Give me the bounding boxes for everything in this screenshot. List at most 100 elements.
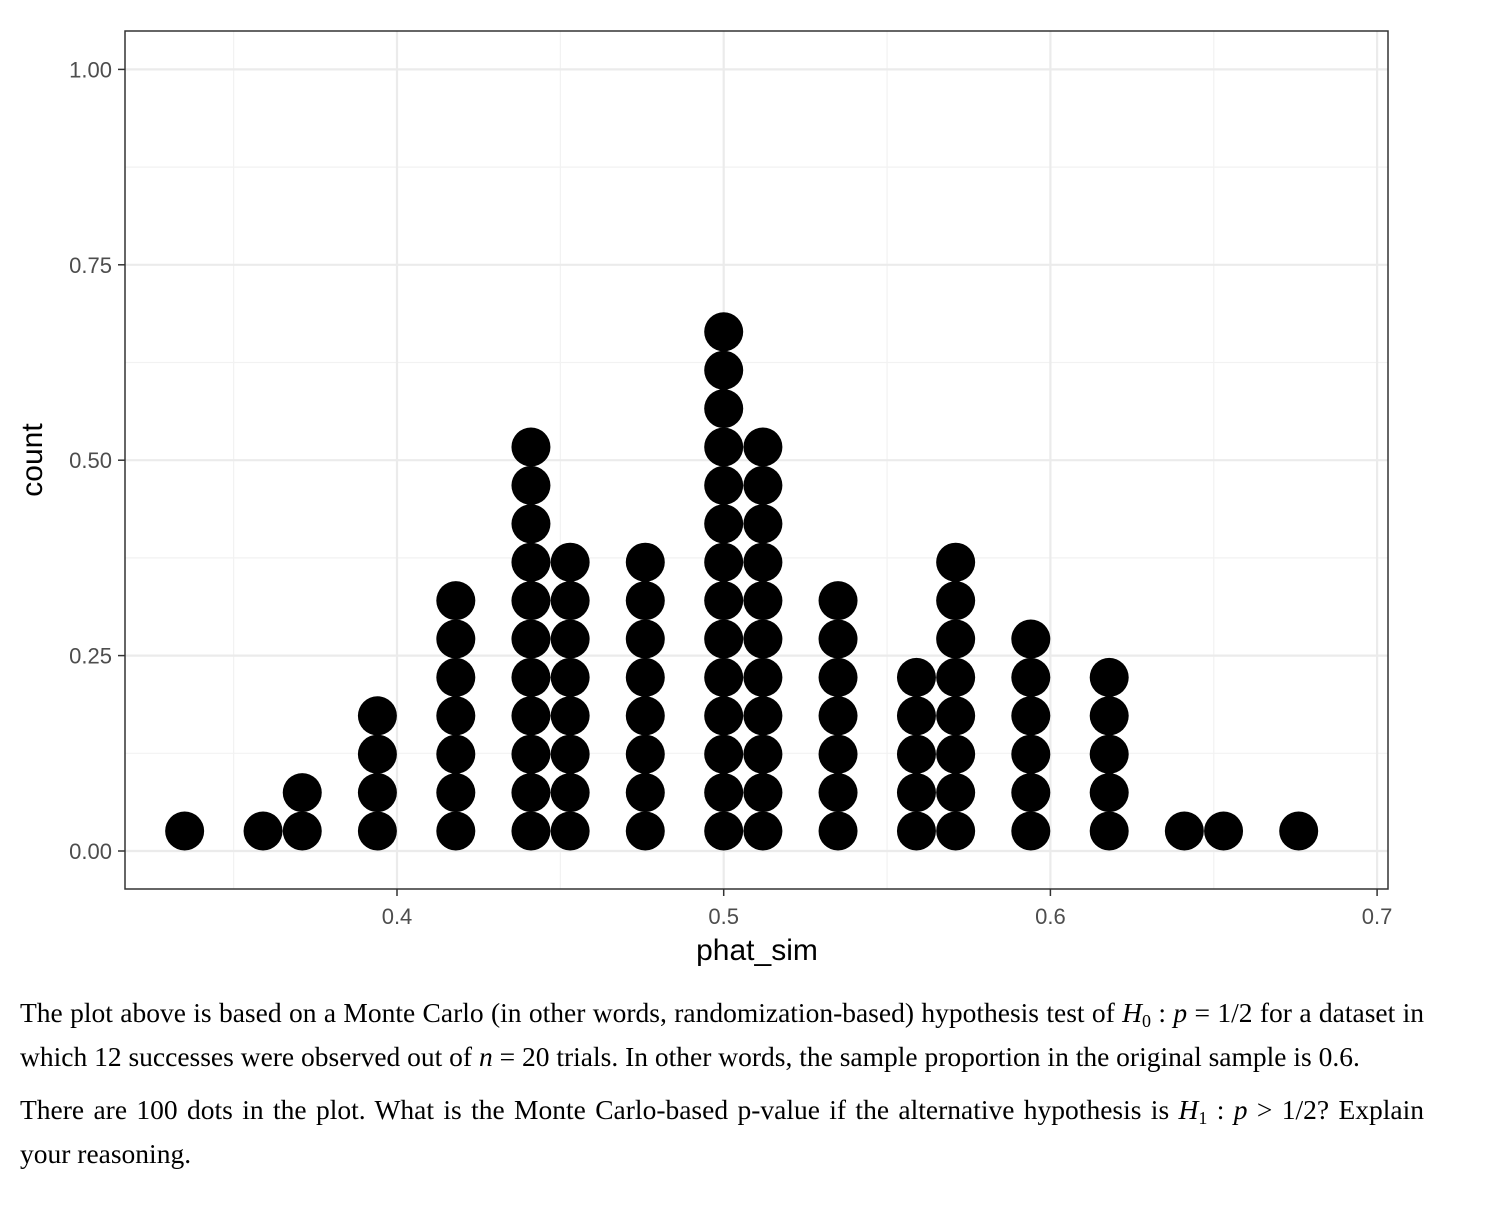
data-dot — [1089, 734, 1129, 774]
data-dot — [704, 465, 744, 505]
data-dot — [511, 619, 551, 659]
data-dot — [1089, 696, 1129, 736]
data-dot — [743, 619, 783, 659]
data-dot — [1011, 734, 1051, 774]
data-dot — [896, 696, 936, 736]
data-dot — [743, 465, 783, 505]
data-dot — [704, 312, 744, 352]
data-dot — [704, 773, 744, 813]
data-dot — [743, 542, 783, 582]
data-dot — [625, 542, 665, 582]
x-tick-label: 0.7 — [1362, 904, 1393, 929]
data-dot — [704, 811, 744, 851]
data-dot — [625, 581, 665, 621]
data-dot — [625, 696, 665, 736]
data-dot — [818, 773, 858, 813]
x-tick-label: 0.6 — [1035, 904, 1066, 929]
data-dot — [936, 773, 976, 813]
data-dot — [550, 811, 590, 851]
data-dot — [1011, 657, 1051, 697]
data-dot — [243, 811, 283, 851]
data-dot — [704, 734, 744, 774]
data-dot — [818, 734, 858, 774]
data-dot — [743, 773, 783, 813]
data-dot — [511, 696, 551, 736]
data-dot — [936, 696, 976, 736]
data-dot — [625, 657, 665, 697]
y-tick-label: 1.00 — [69, 57, 112, 82]
data-dot — [936, 542, 976, 582]
data-dot — [357, 696, 397, 736]
data-dot — [625, 734, 665, 774]
data-dot — [1089, 811, 1129, 851]
x-tick-label: 0.5 — [708, 904, 739, 929]
data-dot — [1279, 811, 1319, 851]
data-dot — [936, 581, 976, 621]
data-dot — [1089, 773, 1129, 813]
data-dot — [550, 619, 590, 659]
data-dot — [1089, 657, 1129, 697]
data-dot — [704, 619, 744, 659]
y-tick-label: 0.75 — [69, 253, 112, 278]
y-tick-label: 0.50 — [69, 448, 112, 473]
data-dot — [436, 581, 476, 621]
data-dot — [550, 773, 590, 813]
data-dot — [704, 657, 744, 697]
data-dot — [550, 657, 590, 697]
data-dot — [550, 542, 590, 582]
data-dot — [511, 734, 551, 774]
data-dot — [550, 581, 590, 621]
data-dot — [511, 465, 551, 505]
data-dot — [936, 734, 976, 774]
data-dot — [743, 696, 783, 736]
y-tick-label: 0.00 — [69, 839, 112, 864]
data-dot — [511, 427, 551, 467]
data-dot — [436, 619, 476, 659]
data-dot — [743, 504, 783, 544]
data-dot — [511, 542, 551, 582]
data-dot — [743, 734, 783, 774]
data-dot — [550, 734, 590, 774]
y-axis-title: count — [16, 423, 49, 497]
data-dot — [1011, 619, 1051, 659]
data-dot — [704, 542, 744, 582]
data-dot — [357, 734, 397, 774]
data-dot — [896, 657, 936, 697]
data-dot — [743, 811, 783, 851]
data-dot — [511, 657, 551, 697]
data-dot — [436, 657, 476, 697]
axis-ticks — [118, 68, 1378, 896]
data-dot — [282, 773, 322, 813]
data-dot — [357, 773, 397, 813]
data-dot — [436, 696, 476, 736]
data-dot — [743, 657, 783, 697]
data-dot — [818, 581, 858, 621]
y-tick-label: 0.25 — [69, 644, 112, 669]
data-dot — [511, 581, 551, 621]
data-dot — [1204, 811, 1244, 851]
data-dot — [936, 657, 976, 697]
data-dot — [1164, 811, 1204, 851]
data-dot — [511, 811, 551, 851]
data-dot — [818, 696, 858, 736]
question-paragraph-2: There are 100 dots in the plot. What is … — [20, 1094, 1424, 1169]
x-tick-label: 0.4 — [382, 904, 413, 929]
data-dot — [282, 811, 322, 851]
data-dot — [1011, 811, 1051, 851]
data-dot — [743, 581, 783, 621]
data-dot — [625, 811, 665, 851]
question-text: The plot above is based on a Monte Carlo… — [20, 995, 1424, 1189]
data-dot — [704, 427, 744, 467]
data-dot — [704, 389, 744, 429]
data-dot — [896, 773, 936, 813]
data-dot — [896, 811, 936, 851]
dot-plot-chart: 0.4 0.5 0.6 0.7 0.00 0.25 0.50 0.75 1.00 phat_si… — [16, 30, 1393, 967]
data-dot — [550, 696, 590, 736]
data-dot — [743, 427, 783, 467]
dots-layer — [165, 312, 1319, 851]
data-dot — [1011, 696, 1051, 736]
data-dot — [818, 811, 858, 851]
data-dot — [704, 350, 744, 390]
data-dot — [436, 811, 476, 851]
data-dot — [936, 811, 976, 851]
